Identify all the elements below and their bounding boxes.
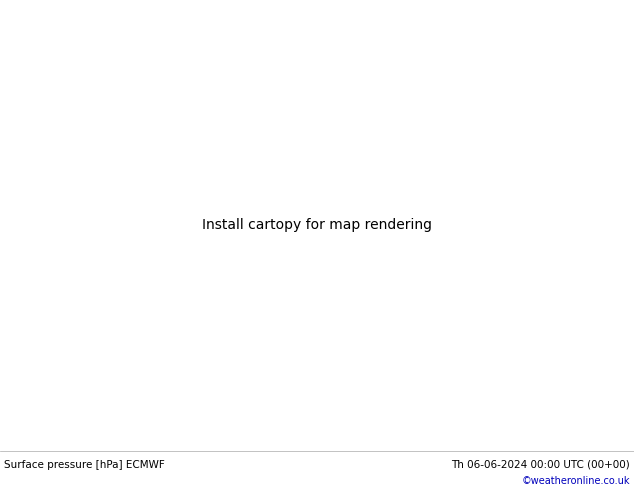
Text: Surface pressure [hPa] ECMWF: Surface pressure [hPa] ECMWF <box>4 460 165 470</box>
Text: Install cartopy for map rendering: Install cartopy for map rendering <box>202 218 432 232</box>
Text: ©weatheronline.co.uk: ©weatheronline.co.uk <box>522 476 630 486</box>
Text: Th 06-06-2024 00:00 UTC (00+00): Th 06-06-2024 00:00 UTC (00+00) <box>451 460 630 470</box>
